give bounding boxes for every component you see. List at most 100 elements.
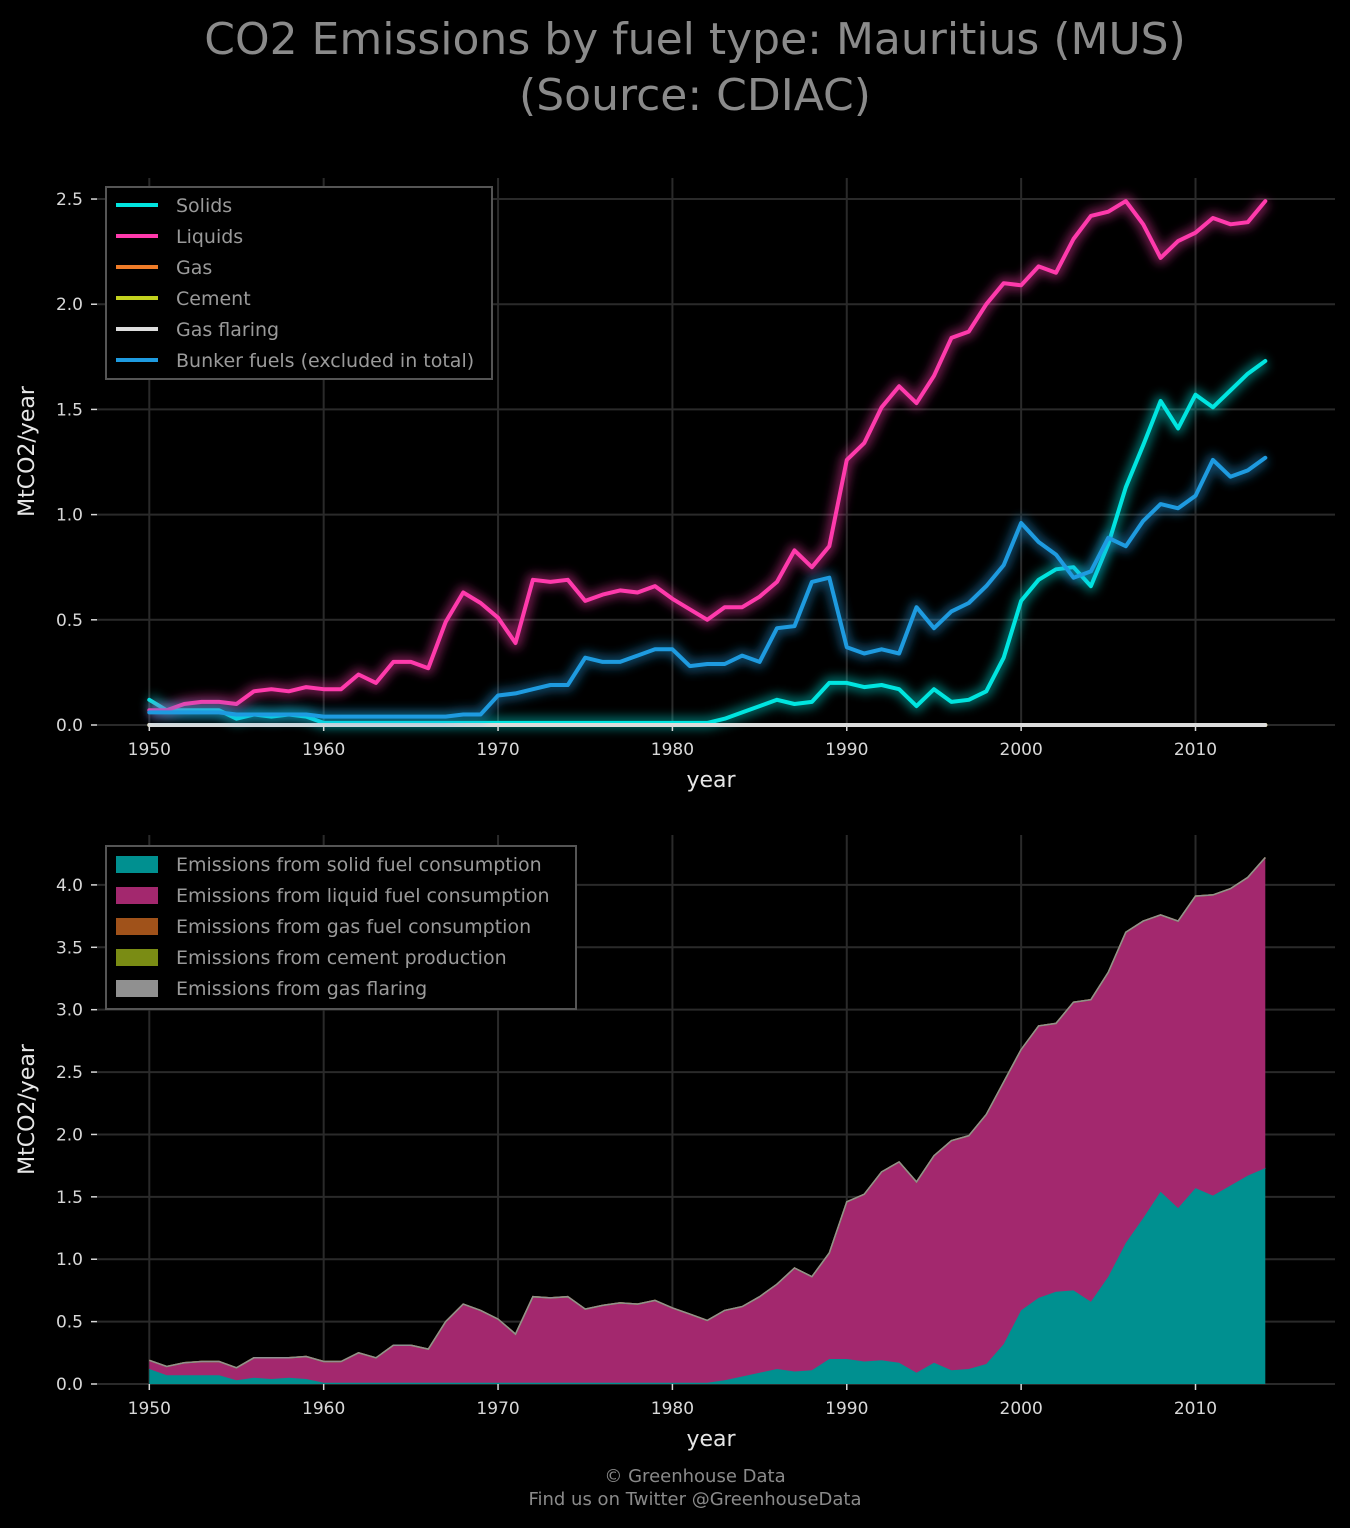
data-point [200,723,203,727]
data-point [409,723,413,727]
data-point [392,660,395,664]
data-point [217,711,221,714]
data-point [287,713,291,716]
data-point [584,656,587,659]
data-point [549,580,552,584]
data-point [828,544,831,548]
data-point [409,715,413,718]
line-chart: 1950 1960 1970 1980 1990 2000 2010 0.0 0.5 1.0 1.5… [15,178,1335,793]
x-tick-label: 1960 [302,1399,345,1419]
legend-entry: Solids [116,195,232,217]
series-line-5 [147,452,1269,723]
data-point [584,599,587,603]
data-point [1089,214,1093,218]
data-point [357,715,360,718]
legend-label: Emissions from gas fuel consumption [176,916,531,938]
y-tick-label: 0.0 [56,1375,83,1395]
series-glow [149,452,1269,723]
data-point [479,723,482,727]
data-point [1159,502,1162,506]
data-point [915,723,918,727]
data-point [427,666,430,670]
data-point [688,723,692,727]
legend-label: Emissions from cement production [176,947,507,969]
data-point [723,605,726,609]
data-point [880,406,883,409]
x-tick-label: 1970 [476,1399,519,1419]
legend-entry: Emissions from cement production [116,947,507,969]
data-point [357,723,360,727]
data-point [915,704,918,708]
data-point [1264,199,1267,203]
legend-frame [105,845,577,1010]
data-point [636,591,639,594]
y-tick-label: 2.5 [56,1063,83,1083]
data-point [165,723,168,727]
data-point [775,580,779,584]
x-tick-label: 2010 [1174,740,1217,760]
data-point [601,593,604,596]
legend-swatch [116,949,158,966]
data-point [793,723,796,727]
data-point [1037,578,1040,582]
data-point [1054,568,1058,571]
legend-label: Bunker fuels (excluded in total) [176,350,474,372]
legend-label: Cement [176,288,251,310]
data-point [758,704,761,708]
data-point [1264,359,1267,363]
x-tick-label: 1970 [476,740,519,760]
data-point [793,549,796,552]
data-point [339,688,343,691]
area-fill [149,857,1266,1383]
area-edge [149,857,1266,1369]
data-point [566,723,569,727]
data-point [427,723,430,727]
data-point [845,645,848,649]
area-series-4 [149,857,1266,1369]
legend-entry: Emissions from gas fuel consumption [116,916,531,938]
data-point [339,723,343,727]
data-point [374,723,378,727]
data-point [706,662,709,666]
legend: Solids Liquids Gas Cement Gas flaring Bunker … [105,186,493,380]
data-point [775,698,779,701]
legend-entry: Cement [116,288,251,310]
data-point [601,660,604,664]
data-point [549,723,552,727]
data-point [1141,223,1145,226]
data-point [357,673,360,676]
series-line-1 [147,195,1270,717]
data-point [322,715,325,718]
data-point [1072,723,1075,727]
data-point [932,374,936,377]
data-point [235,713,238,716]
legend-label: Emissions from solid fuel consumption [176,854,542,876]
data-point [1229,475,1232,478]
plot-axes: 1950 1960 1970 1980 1990 2000 2010 0.0 0.5 1.0 1.5… [15,178,1335,793]
legend-entry: Emissions from gas flaring [116,978,427,1000]
footer-twitter: Find us on Twitter @GreenhouseData [528,1489,861,1510]
data-point [1176,723,1180,727]
data-point [182,702,186,706]
legend-label: Gas flaring [176,319,279,341]
data-point [810,723,814,727]
y-tick-label: 1.0 [56,506,83,526]
data-point [671,597,674,600]
data-point [706,723,709,727]
x-tick-label: 2000 [1000,1399,1043,1419]
data-point [950,723,953,727]
data-point [1072,576,1075,579]
data-point [618,589,622,592]
data-point [305,685,308,689]
data-point [1264,723,1267,727]
data-point [374,715,378,718]
data-point [1176,239,1180,243]
data-point [706,618,709,622]
data-point [723,723,726,727]
data-point [409,660,413,664]
legend-label: Solids [176,195,232,217]
data-point [392,723,395,727]
y-tick-label: 3.0 [56,1001,83,1021]
data-point [1072,237,1075,241]
